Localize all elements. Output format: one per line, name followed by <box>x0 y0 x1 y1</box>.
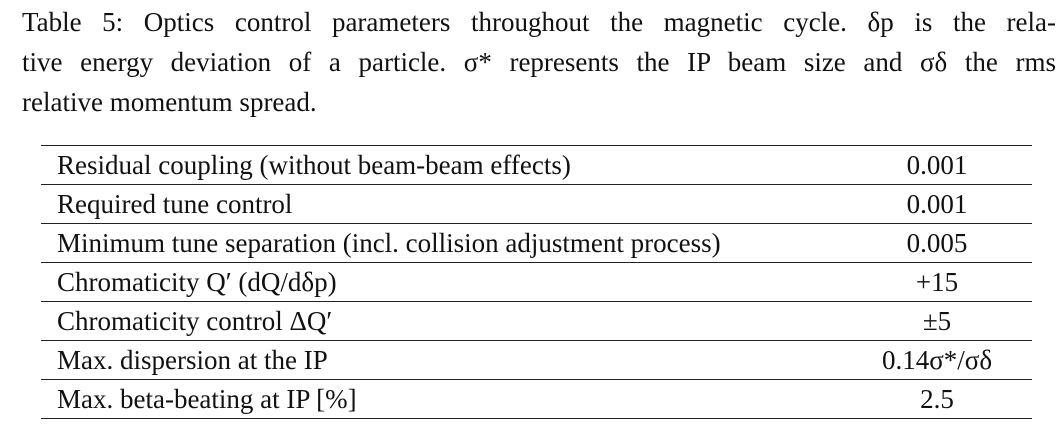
table-row: Minimum tune separation (incl. collision… <box>41 223 1032 263</box>
row-label: Max. dispersion at the IP <box>41 340 842 380</box>
row-label: Minimum tune separation (incl. collision… <box>41 223 842 263</box>
caption-line-2: tive energy deviation of a particle. σ* … <box>22 47 1056 77</box>
row-value: 0.001 <box>842 145 1032 185</box>
row-value: ±5 <box>842 301 1032 341</box>
table-row: Max. dispersion at the IP 0.14σ*/σδ <box>41 340 1032 380</box>
parameters-table-container: Residual coupling (without beam-beam eff… <box>41 145 1032 419</box>
row-label: Required tune control <box>41 184 842 224</box>
row-label: Residual coupling (without beam-beam eff… <box>41 145 842 185</box>
table-row: Chromaticity control ΔQ′ ±5 <box>41 301 1032 341</box>
row-label: Chromaticity Q′ (dQ/dδp) <box>41 262 842 302</box>
row-value: 0.001 <box>842 184 1032 224</box>
row-value: 0.14σ*/σδ <box>842 340 1032 380</box>
row-label: Max. beta-beating at IP [%] <box>41 379 842 419</box>
table-row: Max. beta-beating at IP [%] 2.5 <box>41 379 1032 419</box>
table-row: Chromaticity Q′ (dQ/dδp) +15 <box>41 262 1032 302</box>
row-value: 2.5 <box>842 379 1032 419</box>
table-row: Residual coupling (without beam-beam eff… <box>41 145 1032 185</box>
optics-parameters-table: Residual coupling (without beam-beam eff… <box>41 145 1032 419</box>
table-caption: Table 5: Optics control parameters throu… <box>22 2 1056 122</box>
caption-line-3: relative momentum spread. <box>22 87 317 117</box>
row-label: Chromaticity control ΔQ′ <box>41 301 842 341</box>
table-row: Required tune control 0.001 <box>41 184 1032 224</box>
row-value: +15 <box>842 262 1032 302</box>
caption-line-1: Table 5: Optics control parameters throu… <box>22 7 1056 37</box>
row-value: 0.005 <box>842 223 1032 263</box>
